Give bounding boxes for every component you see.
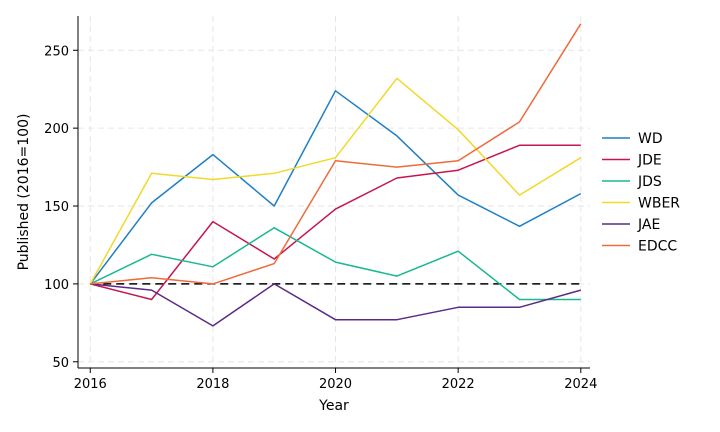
x-tick-label: 2024: [564, 377, 597, 392]
series-line-wber: [89, 77, 582, 285]
legend-label-jde: JDE: [637, 153, 662, 169]
series-line-edcc: [90, 23, 582, 285]
x-tick-label: 2020: [319, 377, 352, 392]
y-tick-label: 200: [44, 122, 69, 137]
x-tick-label: 2022: [442, 377, 475, 392]
x-tick-label: 2018: [196, 377, 229, 392]
legend-label-jds: JDS: [637, 174, 662, 190]
legend-label-jae: JAE: [637, 217, 660, 233]
legend-label-wber: WBER: [638, 196, 680, 212]
grid: [78, 16, 590, 368]
legend-label-wd: WD: [638, 131, 663, 147]
ticks: 50 100 150 200 250 2016 2018 2020 2022 2024: [44, 44, 597, 392]
series-lines: [89, 23, 582, 327]
axes: [77, 16, 590, 369]
y-tick-label: 250: [44, 44, 69, 59]
y-tick-label: 50: [52, 356, 69, 371]
series-line-jae: [90, 283, 582, 327]
series-line-jds: [89, 227, 581, 301]
x-tick-label: 2016: [74, 377, 107, 392]
y-axis-title: Published (2016=100): [16, 114, 32, 271]
x-axis-title: Year: [318, 398, 349, 414]
y-tick-label: 100: [44, 278, 69, 293]
y-tick-label: 150: [44, 200, 69, 215]
legend-label-edcc: EDCC: [638, 239, 677, 255]
series-line-jde: [90, 144, 581, 301]
series-line-wd: [89, 90, 582, 285]
legend: WD JDE JDS WBER JAE EDCC: [602, 131, 680, 255]
